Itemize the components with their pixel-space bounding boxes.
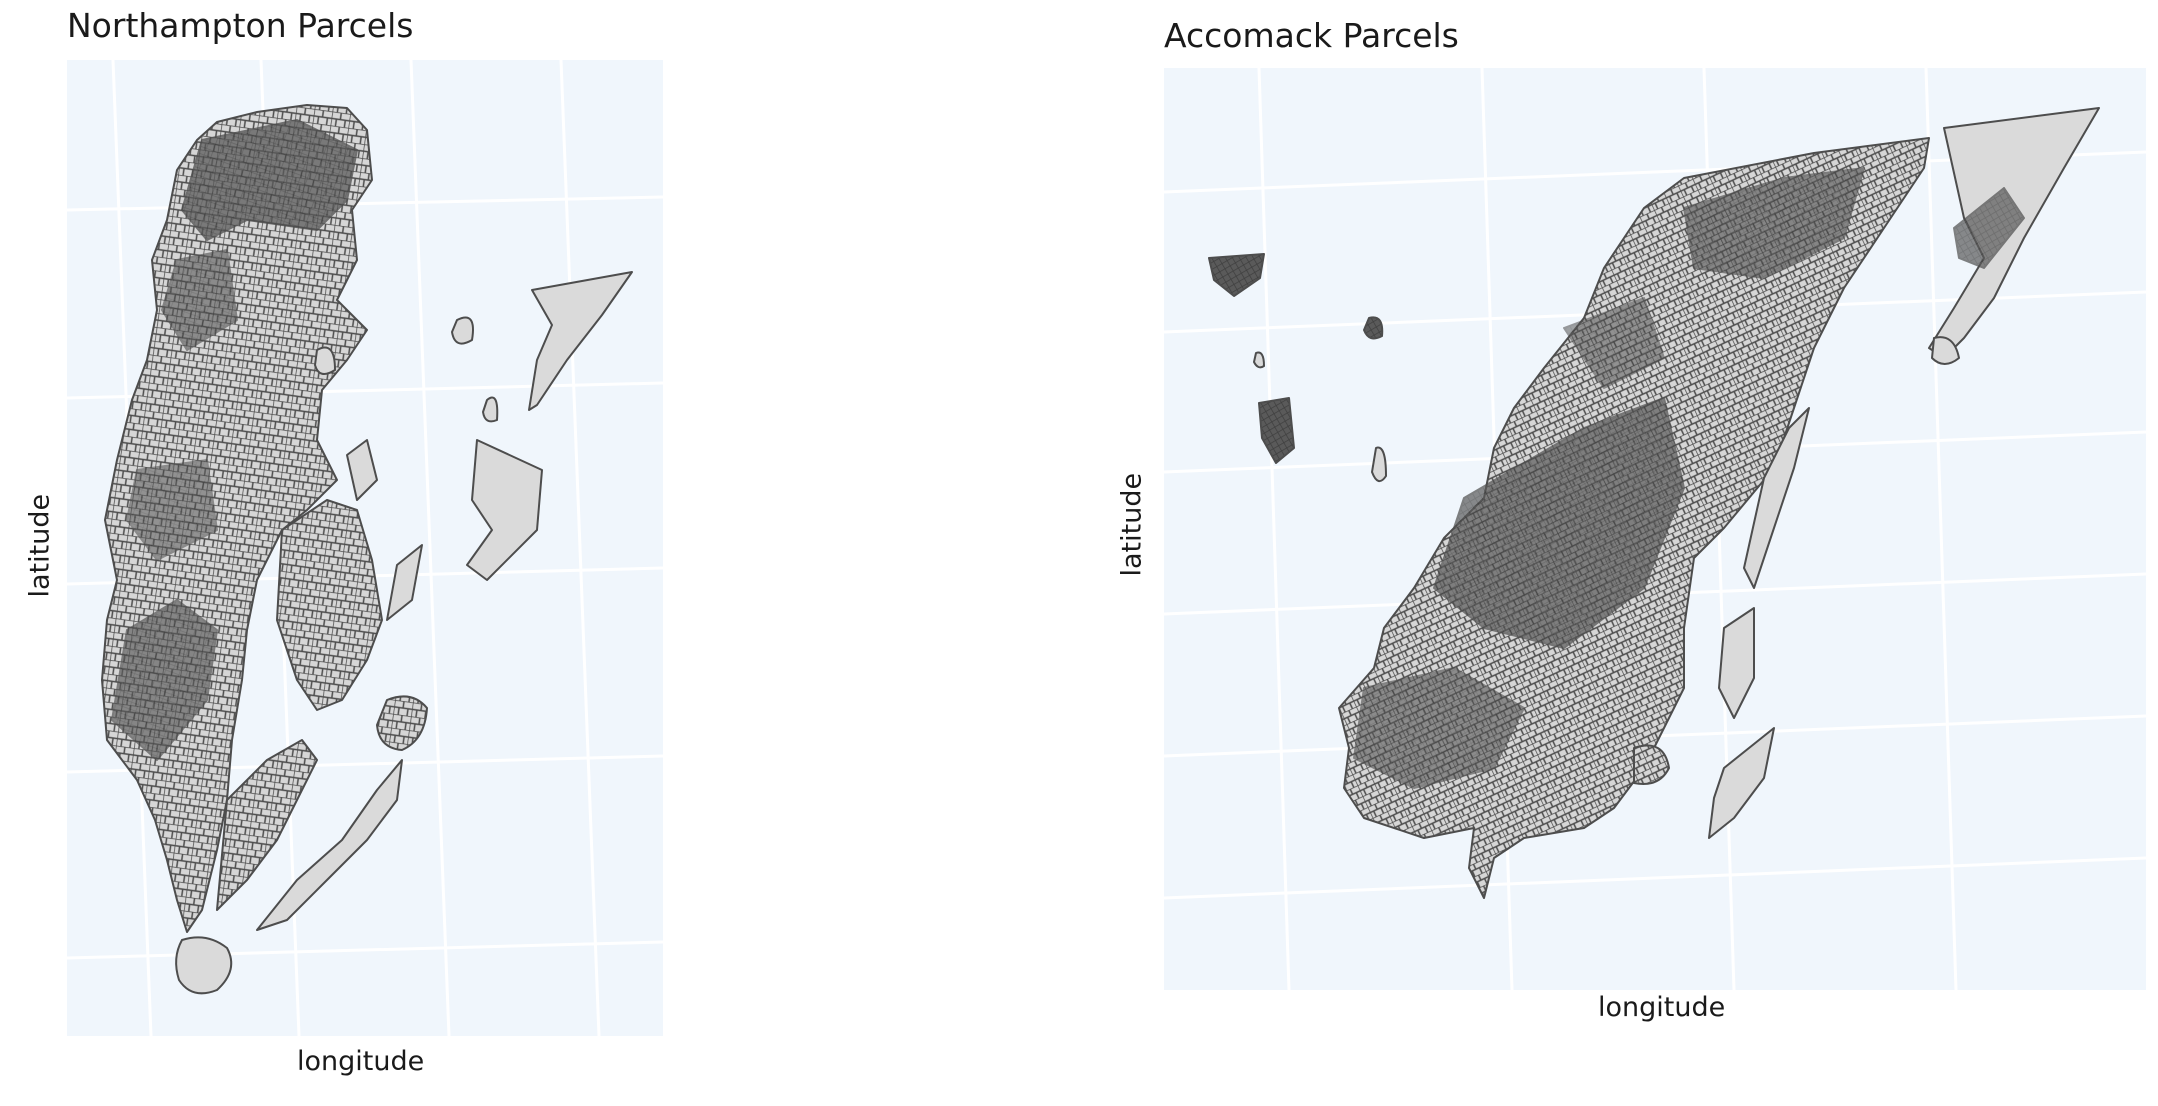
accomack-x-axis-label: longitude <box>1598 992 1726 1023</box>
northampton-map-title: Northampton Parcels <box>67 6 414 45</box>
accomack-parcels <box>1208 107 2100 899</box>
northampton-map-canvas <box>67 60 663 1036</box>
accomack-map-title: Accomack Parcels <box>1164 16 1459 55</box>
accomack-map-canvas <box>1164 68 2146 990</box>
northampton-parcels <box>101 104 633 995</box>
northampton-map-panel: Northampton Parcels latitude <box>0 0 700 1106</box>
northampton-y-axis-label: latitude <box>24 493 56 598</box>
accomack-map-panel: Accomack Parcels latitude <box>1100 0 2158 1106</box>
northampton-map-plot <box>67 60 663 1036</box>
northampton-x-axis-label: longitude <box>297 1046 425 1077</box>
accomack-y-axis-label: latitude <box>1116 472 1148 577</box>
accomack-map-plot <box>1164 68 2146 990</box>
